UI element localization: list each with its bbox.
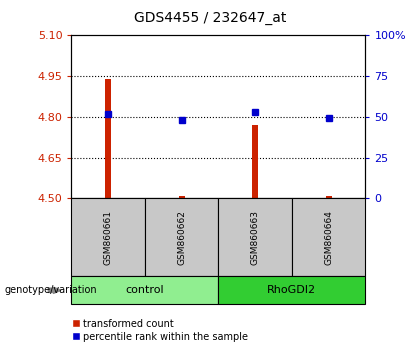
Legend: transformed count, percentile rank within the sample: transformed count, percentile rank withi… [68,315,252,346]
Text: GSM860664: GSM860664 [324,210,333,265]
Bar [105,79,111,198]
Text: control: control [126,285,164,295]
Bar [326,195,332,198]
Bar [179,195,185,198]
Text: GSM860662: GSM860662 [177,210,186,265]
Text: GSM860663: GSM860663 [251,210,260,265]
Text: GSM860661: GSM860661 [104,210,113,265]
Text: RhoGDI2: RhoGDI2 [268,285,316,295]
Text: genotype/variation: genotype/variation [4,285,97,295]
Bar [252,125,258,198]
Text: GDS4455 / 232647_at: GDS4455 / 232647_at [134,11,286,25]
